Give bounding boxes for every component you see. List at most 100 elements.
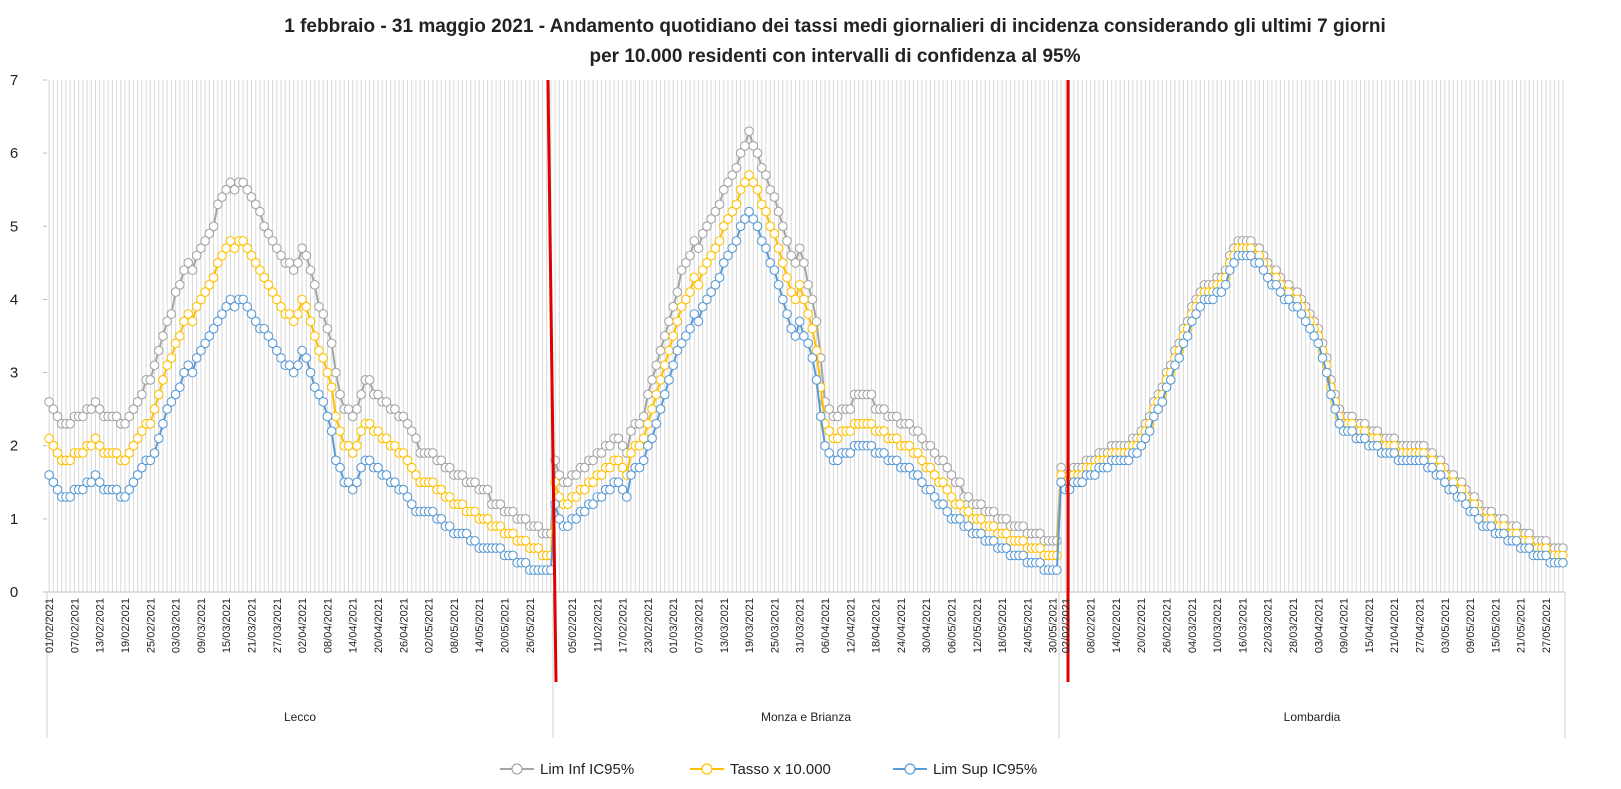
x-tick-label: 12/04/2021: [845, 598, 857, 653]
data-point: [495, 499, 506, 510]
data-point: [634, 462, 645, 473]
data-point: [845, 404, 856, 414]
data-point: [832, 455, 843, 466]
data-point: [664, 345, 674, 356]
data-point: [845, 448, 856, 458]
data-point: [1309, 331, 1319, 341]
x-tick-label: 21/04/2021: [1389, 598, 1401, 653]
data-point: [137, 462, 147, 473]
chart-title: per 10.000 residenti con intervalli di c…: [589, 46, 1080, 67]
data-point: [293, 258, 303, 268]
data-point: [48, 440, 59, 451]
data-point: [1220, 279, 1231, 290]
data-point: [495, 543, 506, 553]
data-point: [406, 462, 417, 473]
data-point: [90, 433, 101, 444]
data-point: [390, 440, 400, 451]
data-point: [297, 345, 307, 356]
x-tick-label: 27/04/2021: [1415, 598, 1427, 653]
data-point: [352, 404, 362, 414]
data-point: [946, 470, 957, 480]
data-point: [659, 389, 670, 400]
data-point: [174, 331, 185, 341]
data-point: [238, 177, 248, 188]
data-point: [1469, 506, 1480, 517]
data-point: [731, 199, 742, 210]
data-point: [638, 411, 649, 422]
data-point: [1018, 535, 1029, 546]
data-point: [52, 484, 63, 495]
data-point: [605, 484, 615, 495]
data-point: [200, 287, 210, 297]
plot: [44, 126, 1568, 575]
data-point: [204, 279, 215, 290]
data-point: [668, 331, 679, 341]
data-point: [470, 506, 480, 517]
data-point: [689, 309, 700, 319]
data-point: [436, 514, 447, 524]
data-point: [276, 353, 286, 363]
data-point: [1418, 455, 1429, 466]
data-point: [132, 433, 143, 444]
data-point: [170, 287, 181, 297]
x-tick-label: 23/02/2021: [643, 598, 655, 653]
data-point: [655, 404, 666, 414]
data-point: [803, 279, 813, 290]
data-point: [714, 272, 725, 283]
data-point: [212, 199, 223, 210]
data-point: [790, 331, 801, 341]
data-point: [212, 258, 223, 268]
data-point: [94, 477, 105, 488]
data-point: [815, 411, 826, 422]
data-point: [621, 492, 632, 502]
data-point: [309, 382, 320, 393]
data-point: [617, 484, 628, 495]
data-point: [866, 418, 877, 429]
data-point: [579, 462, 590, 473]
data-point: [137, 426, 147, 436]
separator: [546, 79, 558, 683]
x-tick-label: 16/03/2021: [1237, 598, 1249, 653]
data-point: [562, 477, 573, 488]
data-point: [1258, 265, 1269, 276]
data-point: [158, 375, 168, 385]
data-point: [204, 331, 215, 341]
data-point: [305, 316, 316, 327]
data-point: [166, 396, 177, 407]
x-tick-label: 21/05/2021: [1516, 598, 1528, 653]
y-tick-label: 5: [10, 218, 18, 235]
data-point: [153, 345, 164, 356]
data-point: [588, 499, 598, 510]
data-point: [242, 184, 253, 195]
data-point: [1511, 535, 1522, 546]
data-point: [938, 499, 948, 510]
data-point: [752, 148, 763, 158]
data-point: [963, 506, 974, 517]
data-point: [1448, 484, 1459, 495]
data-point: [1161, 382, 1172, 393]
data-point: [904, 440, 915, 451]
data-point: [381, 396, 392, 407]
data-point: [735, 221, 746, 232]
data-point: [946, 492, 957, 502]
data-point: [647, 433, 657, 444]
x-tick-label: 12/05/2021: [972, 598, 984, 653]
data-point: [411, 470, 421, 480]
data-point: [406, 499, 417, 510]
x-tick-label: 07/03/2021: [693, 598, 705, 653]
data-point: [1216, 287, 1227, 297]
x-tick-label: 24/05/2021: [1022, 598, 1034, 653]
data-point: [723, 250, 733, 261]
data-point: [782, 272, 792, 283]
data-point: [1275, 287, 1286, 297]
data-point: [799, 294, 809, 305]
data-point: [94, 440, 105, 451]
x-tick-label: 08/05/2021: [449, 598, 461, 653]
data-point: [744, 206, 754, 217]
data-point: [1271, 279, 1282, 290]
group-label: Monza e Brianza: [761, 710, 851, 724]
data-point: [879, 448, 889, 458]
data-point: [461, 528, 472, 539]
x-tick-label: 15/03/2021: [221, 598, 233, 653]
data-point: [761, 243, 771, 254]
